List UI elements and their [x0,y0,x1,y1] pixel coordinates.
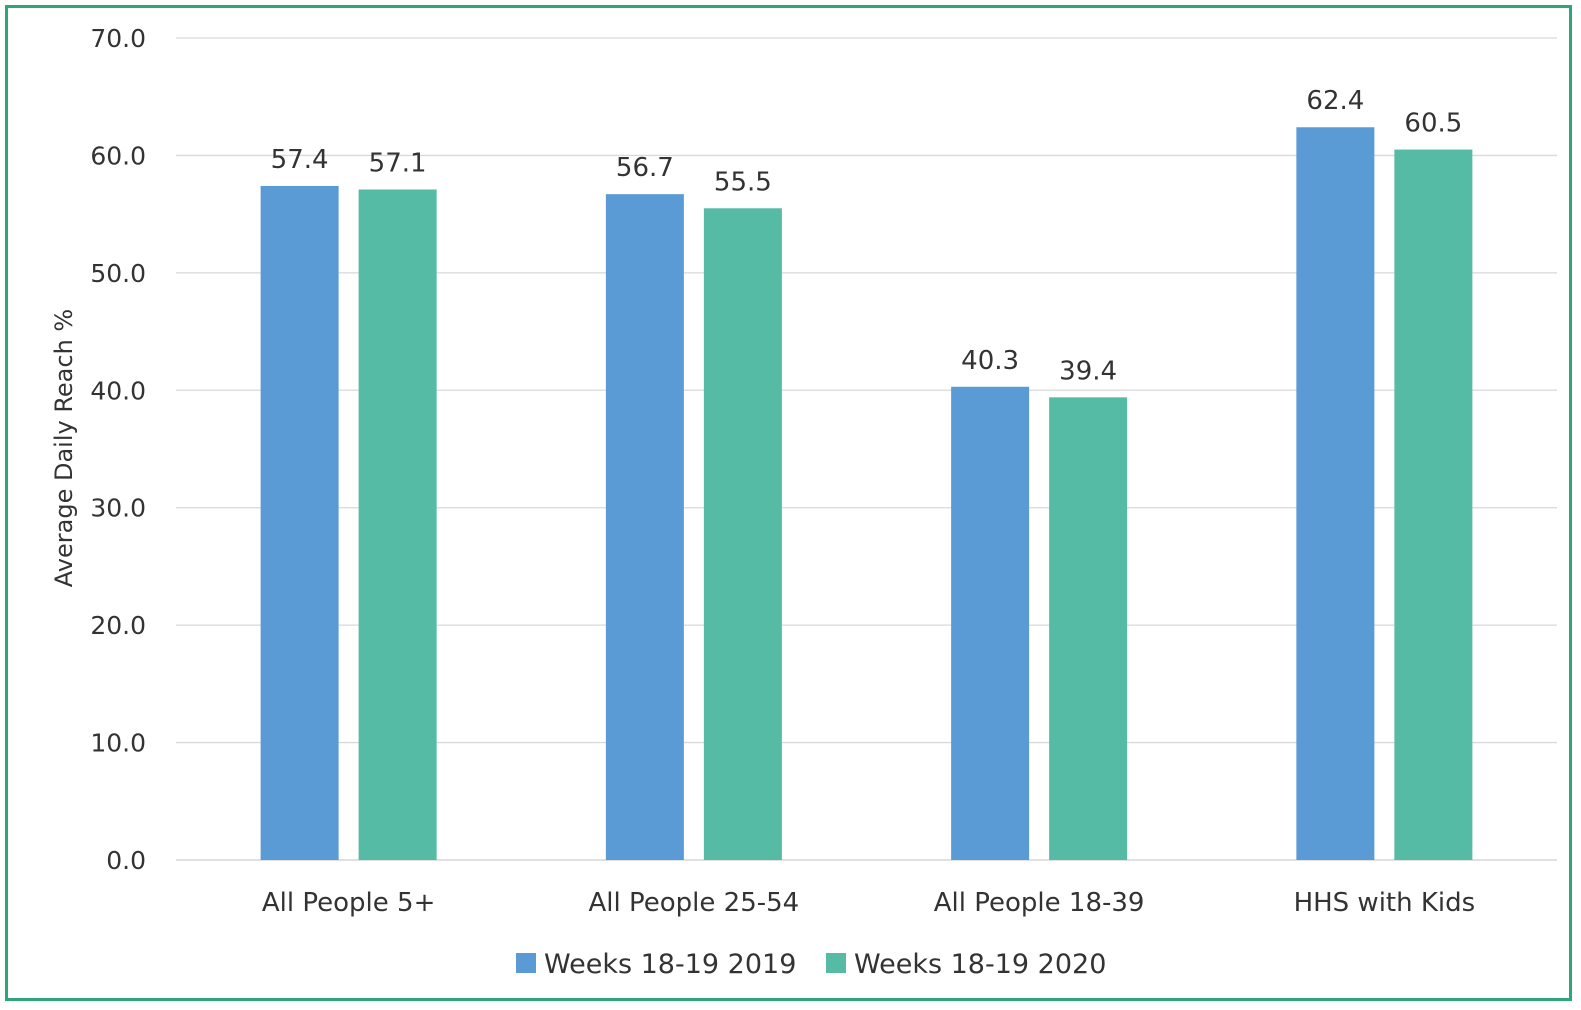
bar [1049,397,1128,860]
legend-label: Weeks 18-19 2019 [544,949,796,980]
x-category-label: HHS with Kids [1294,888,1476,918]
y-axis-label: Average Daily Reach % [50,309,78,587]
x-category-label: All People 5+ [262,888,435,918]
data-label: 56.7 [616,153,674,183]
data-label: 60.5 [1404,109,1462,139]
y-tick-label: 0.0 [106,846,146,875]
legend-label: Weeks 18-19 2020 [854,949,1106,980]
bars [260,127,1473,861]
y-tick-label: 50.0 [90,259,146,288]
legend-swatch [516,953,536,973]
bar [951,386,1030,860]
y-tick-label: 30.0 [90,494,146,523]
bar [1394,149,1473,861]
x-category-label: All People 18-39 [934,888,1145,918]
bar [260,185,339,860]
data-label: 57.4 [271,145,329,175]
data-label: 40.3 [961,346,1019,376]
legend: Weeks 18-19 2019 Weeks 18-19 2020 [516,949,1106,980]
data-label: 55.5 [714,167,772,197]
bar [358,189,437,861]
bar [703,208,782,860]
y-axis-ticks: 0.0 10.0 20.0 30.0 40.0 50.0 60.0 70.0 [90,24,146,875]
bar [605,194,684,860]
data-label: 57.1 [369,148,427,178]
y-tick-label: 20.0 [90,611,146,640]
x-axis-categories: All People 5+ All People 25-54 All People … [262,888,1475,918]
x-category-label: All People 25-54 [589,888,800,918]
bar [1296,127,1375,860]
y-tick-label: 60.0 [90,141,146,170]
data-label: 39.4 [1059,356,1117,386]
y-tick-label: 10.0 [90,729,146,758]
y-tick-label: 40.0 [90,376,146,405]
data-labels: 57.4 57.1 56.7 55.5 40.3 39.4 62.4 60.5 [271,86,1463,386]
y-tick-label: 70.0 [90,24,146,53]
data-label: 62.4 [1306,86,1364,116]
legend-swatch [826,953,846,973]
